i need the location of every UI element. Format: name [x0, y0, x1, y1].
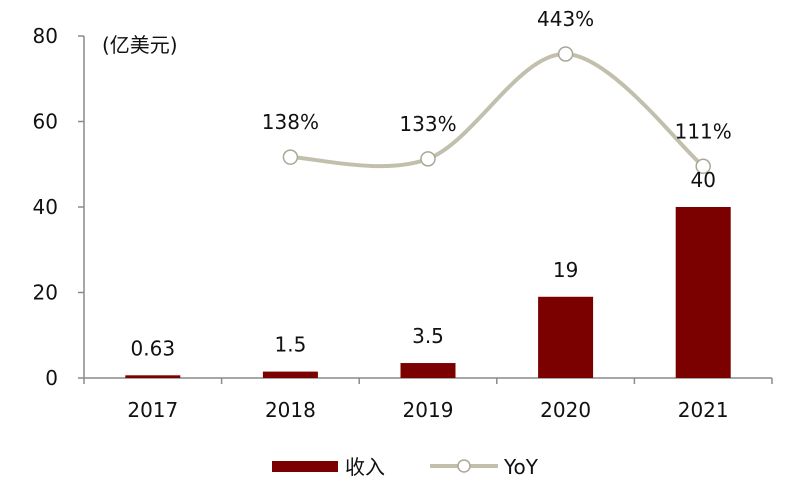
yoy-line [290, 51, 705, 169]
bar-revenue [125, 375, 181, 378]
yoy-value-label: 133% [399, 112, 456, 136]
bar-value-label: 0.63 [131, 336, 176, 360]
yoy-marker [282, 149, 299, 165]
yoy-marker [557, 46, 574, 62]
y-tick-label: 60 [33, 110, 58, 134]
bar-series [125, 207, 731, 378]
bar-revenue [400, 363, 456, 378]
bar-value-label: 1.5 [274, 333, 306, 357]
bar-value-label: 3.5 [412, 324, 444, 348]
legend-swatch-revenue [272, 461, 338, 472]
legend: 收入 YoY [272, 455, 539, 479]
x-tick-label: 2020 [540, 398, 591, 422]
legend-marker-yoy [457, 459, 471, 473]
unit-label: (亿美元) [102, 33, 178, 57]
bar-revenue [538, 296, 594, 378]
y-tick-label: 20 [33, 281, 58, 305]
x-tick-label: 2019 [403, 398, 454, 422]
yoy-value-label: 443% [537, 7, 594, 31]
bar-value-label: 40 [690, 168, 715, 192]
yoy-marker [420, 151, 436, 167]
x-tick-label: 2021 [678, 398, 729, 422]
data-labels: 0.63 1.5 3.5 19 40 138% 133% 443% 111% [131, 7, 732, 360]
yoy-value-label: 111% [675, 119, 732, 143]
y-tick-label: 0 [45, 366, 58, 390]
legend-label-revenue: 收入 [345, 455, 385, 479]
axes: 0 20 40 60 80 2017 2018 2019 2020 2021 [33, 24, 773, 422]
yoy-series [282, 46, 711, 175]
yoy-value-label: 138% [262, 110, 319, 134]
bar-revenue [675, 207, 731, 378]
x-tick-label: 2017 [127, 398, 178, 422]
yoy-marker [695, 158, 711, 175]
bar-revenue [262, 371, 318, 378]
bar-value-label: 19 [553, 258, 578, 282]
y-tick-label: 80 [33, 24, 58, 48]
legend-label-yoy: YoY [503, 455, 539, 479]
y-tick-label: 40 [33, 195, 58, 219]
x-tick-label: 2018 [265, 398, 316, 422]
